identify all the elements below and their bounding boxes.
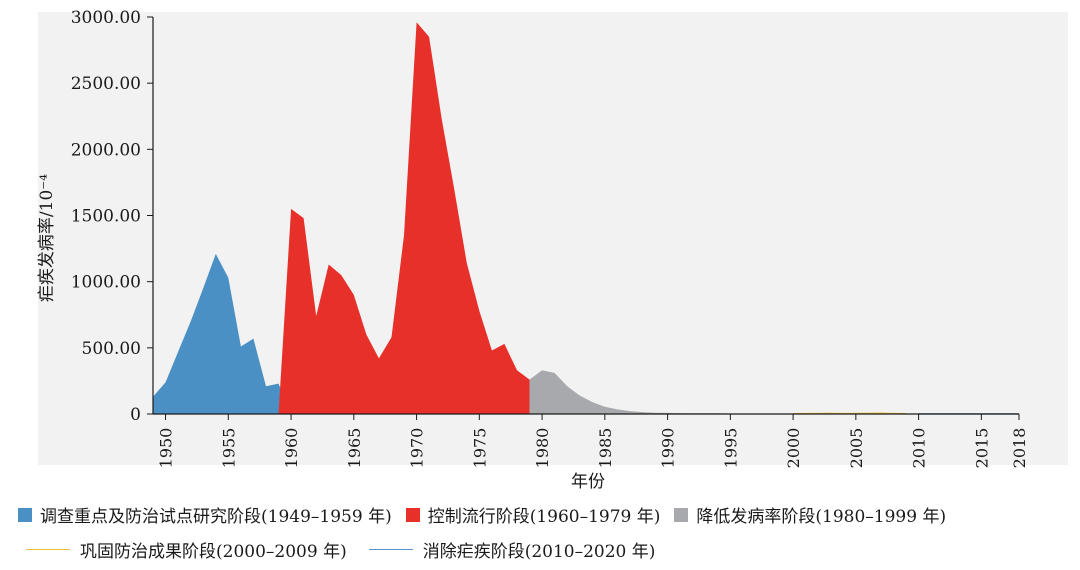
legend-item-2: 控制流行阶段(1960–1979 年) <box>406 502 661 527</box>
legend-item-4: 巩固防治成果阶段(2000–2009 年) <box>18 537 347 562</box>
legend-row-1: 调查重点及防治试点研究阶段(1949–1959 年) 控制流行阶段(1960–1… <box>18 502 960 527</box>
legend-swatch-5 <box>369 549 413 550</box>
y-tick-label-5: 2500.00 <box>71 74 141 94</box>
legend-label-4: 巩固防治成果阶段(2000–2009 年) <box>80 537 347 562</box>
legend-label-2: 控制流行阶段(1960–1979 年) <box>428 502 661 527</box>
x-tick-label-2: 1960 <box>282 428 301 469</box>
x-tick-label-10: 2000 <box>784 428 803 469</box>
x-tick-label-12: 2010 <box>910 428 929 469</box>
legend-label-3: 降低发病率阶段(1980–1999 年) <box>696 502 946 527</box>
x-tick-label-1: 1955 <box>219 428 238 469</box>
legend-swatch-4 <box>26 549 70 550</box>
legend-label-5: 消除疟疾阶段(2010–2020 年) <box>423 537 656 562</box>
legend-swatch-2 <box>406 508 420 522</box>
y-tick-label-1: 500.00 <box>82 339 141 359</box>
x-tick-label-0: 1950 <box>157 428 176 469</box>
legend-label-1: 调查重点及防治试点研究阶段(1949–1959 年) <box>40 502 392 527</box>
x-tick-label-7: 1985 <box>596 428 615 469</box>
x-tick-label-3: 1965 <box>345 428 364 469</box>
x-tick-label-6: 1980 <box>533 428 552 469</box>
y-axis-label: 疟疾发病率/10⁻⁴ <box>37 174 57 302</box>
y-tick-label-6: 3000.00 <box>71 8 141 28</box>
y-tick-label-4: 2000.00 <box>71 140 141 160</box>
x-tick-label-5: 1975 <box>470 428 489 469</box>
legend-row-2: 巩固防治成果阶段(2000–2009 年) 消除疟疾阶段(2010–2020 年… <box>18 537 669 562</box>
x-axis-label: 年份 <box>571 472 605 492</box>
x-tick-label-8: 1990 <box>659 428 678 469</box>
y-tick-label-0: 0 <box>130 405 141 425</box>
x-tick-label-13: 2015 <box>972 428 991 469</box>
y-tick-label-3: 1500.00 <box>71 207 141 227</box>
x-tick-label-4: 1970 <box>408 428 427 469</box>
legend-swatch-3 <box>674 508 688 522</box>
x-tick-label-11: 2005 <box>847 428 866 469</box>
legend-item-3: 降低发病率阶段(1980–1999 年) <box>674 502 946 527</box>
x-tick-label-9: 1995 <box>721 428 740 469</box>
x-tick-label-14: 2018 <box>1010 428 1029 469</box>
legend-item-1: 调查重点及防治试点研究阶段(1949–1959 年) <box>18 502 392 527</box>
y-tick-label-2: 1000.00 <box>71 273 141 293</box>
legend-item-5: 消除疟疾阶段(2010–2020 年) <box>361 537 656 562</box>
legend-swatch-1 <box>18 508 32 522</box>
